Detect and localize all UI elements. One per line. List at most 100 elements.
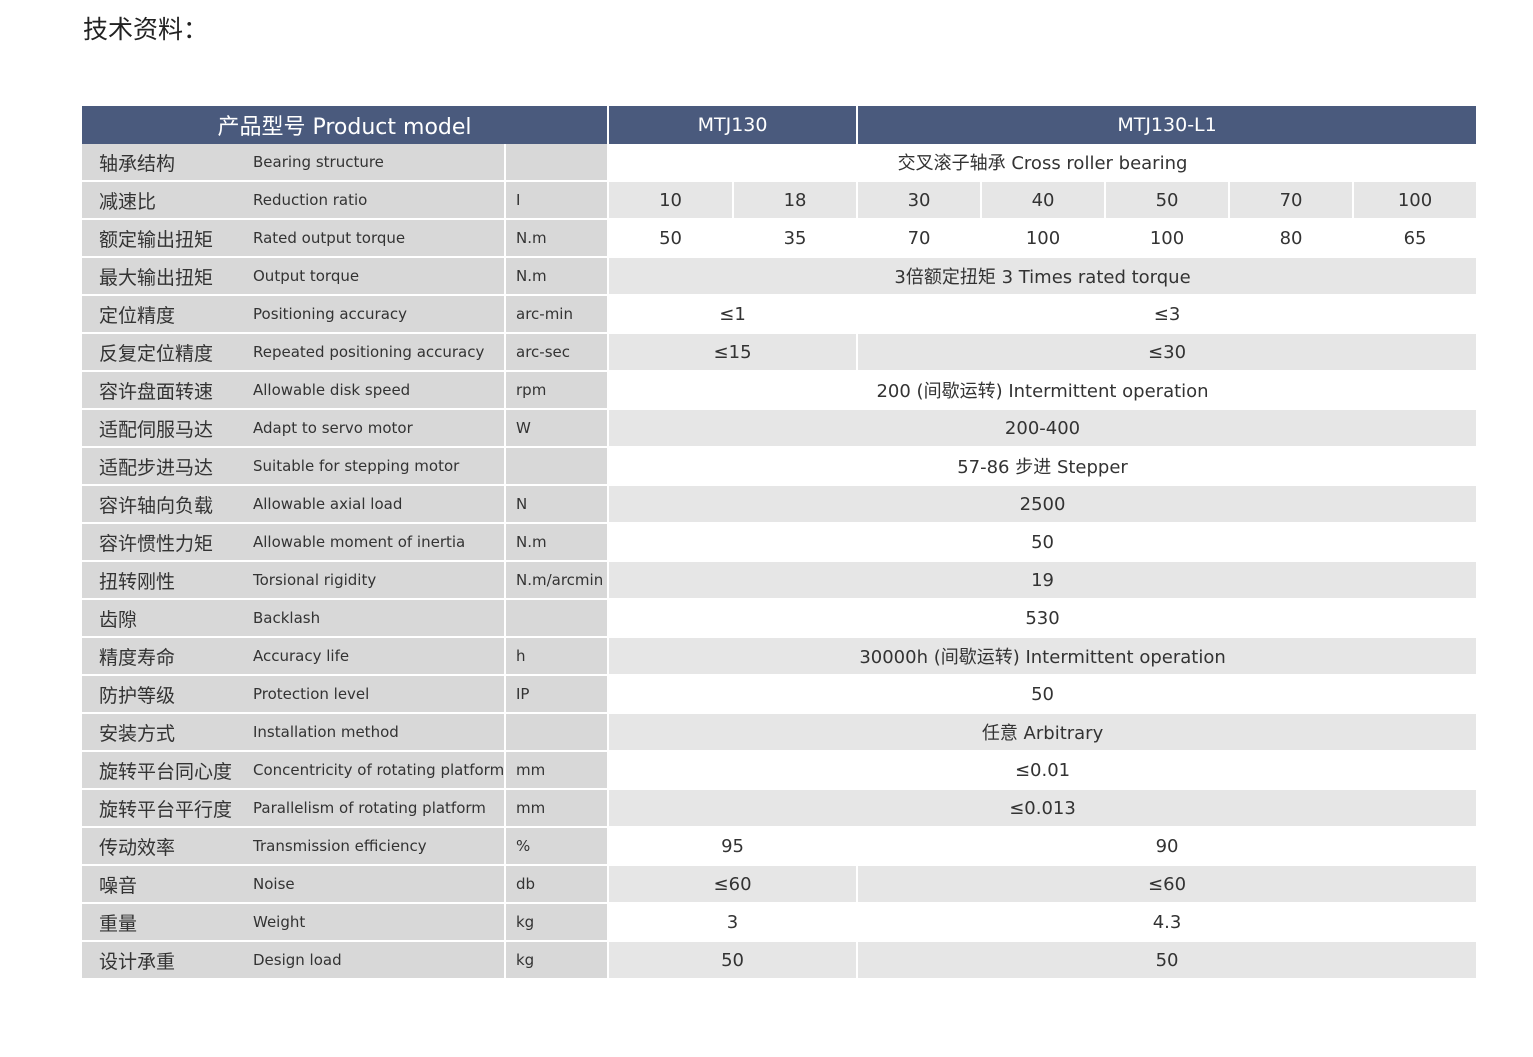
spec-value: 50 xyxy=(857,941,1479,980)
spec-label-en: Parallelism of rotating platform xyxy=(245,789,505,828)
spec-label-en: Bearing structure xyxy=(245,144,505,182)
table-row: 齿隙 Backlash 530 xyxy=(82,599,1479,638)
table-row: 噪音 Noise db ≤60 ≤60 xyxy=(82,865,1479,904)
spec-label-en: Repeated positioning accuracy xyxy=(245,333,505,372)
table-row: 精度寿命 Accuracy life h 30000h (间歇运转) Intermit… xyxy=(82,637,1479,676)
table-row: 防护等级 Protection level IP 50 xyxy=(82,675,1479,714)
spec-label-en: Noise xyxy=(245,865,505,904)
spec-label-en: Rated output torque xyxy=(245,219,505,258)
model-mtj130-l1-header: MTJ130-L1 xyxy=(857,106,1479,144)
spec-value: ≤0.01 xyxy=(608,751,1479,790)
spec-label-cn: 容许轴向负载 xyxy=(82,485,245,524)
spec-label-cn: 传动效率 xyxy=(82,827,245,866)
spec-label-cn: 安装方式 xyxy=(82,713,245,752)
spec-label-cn: 精度寿命 xyxy=(82,637,245,676)
spec-value: 50 xyxy=(608,523,1479,562)
table-row: 旋转平台同心度 Concentricity of rotating platfor… xyxy=(82,751,1479,790)
spec-label-cn: 扭转刚性 xyxy=(82,561,245,600)
table-row: 设计承重 Design load kg 50 50 xyxy=(82,941,1479,980)
section-title: 技术资料： xyxy=(83,15,209,44)
spec-label-en: Accuracy life xyxy=(245,637,505,676)
spec-label-en: Allowable axial load xyxy=(245,485,505,524)
spec-label-en: Torsional rigidity xyxy=(245,561,505,600)
spec-value: 35 xyxy=(733,219,859,258)
spec-label-en: Positioning accuracy xyxy=(245,295,505,334)
table-row: 安装方式 Installation method 任意 Arbitrary xyxy=(82,713,1479,752)
spec-label-cn: 额定输出扭矩 xyxy=(82,219,245,258)
spec-unit: N.m xyxy=(503,219,610,258)
spec-unit: N.m/arcmin xyxy=(503,561,610,600)
spec-rows: 轴承结构 Bearing structure 交叉滚子轴承 Cross roller… xyxy=(82,144,1479,980)
spec-label-en: Installation method xyxy=(245,713,505,752)
table-row: 旋转平台平行度 Parallelism of rotating platform m… xyxy=(82,789,1479,828)
spec-label-cn: 适配伺服马达 xyxy=(82,409,245,448)
spec-value: 70 xyxy=(857,219,983,258)
spec-label-cn: 重量 xyxy=(82,903,245,942)
spec-value: ≤15 xyxy=(608,333,859,372)
spec-label-en: Concentricity of rotating platform xyxy=(245,751,505,790)
spec-label-en: Suitable for stepping motor xyxy=(245,447,505,486)
header-row: 产品型号 Product model MTJ130 MTJ130-L1 xyxy=(82,106,1479,144)
spec-table: 产品型号 Product model MTJ130 MTJ130-L1 轴承结构… xyxy=(82,106,1479,980)
spec-label-cn: 减速比 xyxy=(82,181,245,220)
spec-value: 2500 xyxy=(608,485,1479,524)
spec-value: 50 xyxy=(1105,181,1231,220)
spec-label-cn: 最大输出扭矩 xyxy=(82,257,245,296)
spec-unit: W xyxy=(503,409,610,448)
table-row: 扭转刚性 Torsional rigidity N.m/arcmin 19 xyxy=(82,561,1479,600)
table-row: 减速比 Reduction ratio I 10 18 30 40 50 70 100 xyxy=(82,181,1479,220)
spec-label-cn: 防护等级 xyxy=(82,675,245,714)
spec-label-en: Adapt to servo motor xyxy=(245,409,505,448)
spec-label-cn: 旋转平台平行度 xyxy=(82,789,245,828)
spec-value: 50 xyxy=(608,941,859,980)
spec-label-cn: 旋转平台同心度 xyxy=(82,751,245,790)
spec-value: 3 xyxy=(608,903,859,942)
spec-value: 50 xyxy=(608,675,1479,714)
spec-unit xyxy=(503,144,610,182)
spec-unit: % xyxy=(503,827,610,866)
table-row: 容许轴向负载 Allowable axial load N 2500 xyxy=(82,485,1479,524)
spec-value: 65 xyxy=(1353,219,1479,258)
spec-unit: arc-sec xyxy=(503,333,610,372)
table-row: 容许惯性力矩 Allowable moment of inertia N.m 50 xyxy=(82,523,1479,562)
spec-unit: h xyxy=(503,637,610,676)
spec-unit: N.m xyxy=(503,257,610,296)
spec-label-en: Transmission efficiency xyxy=(245,827,505,866)
spec-label-en: Output torque xyxy=(245,257,505,296)
table-row: 轴承结构 Bearing structure 交叉滚子轴承 Cross roller… xyxy=(82,144,1479,182)
spec-label-en: Protection level xyxy=(245,675,505,714)
spec-value: 80 xyxy=(1229,219,1355,258)
spec-value: 200 (间歇运转) Intermittent operation xyxy=(608,371,1479,410)
spec-value: 200-400 xyxy=(608,409,1479,448)
spec-label-cn: 容许惯性力矩 xyxy=(82,523,245,562)
spec-value: ≤60 xyxy=(608,865,859,904)
spec-value: 交叉滚子轴承 Cross roller bearing xyxy=(608,144,1479,182)
spec-unit xyxy=(503,447,610,486)
spec-unit: arc-min xyxy=(503,295,610,334)
spec-label-en: Allowable moment of inertia xyxy=(245,523,505,562)
table-row: 传动效率 Transmission efficiency% 95 90 xyxy=(82,827,1479,866)
spec-value: ≤1 xyxy=(608,295,859,334)
spec-value: 100 xyxy=(1105,219,1231,258)
spec-value: 100 xyxy=(981,219,1107,258)
spec-value: 19 xyxy=(608,561,1479,600)
spec-value: 50 xyxy=(608,219,735,258)
spec-unit: kg xyxy=(503,941,610,980)
model-mtj130-header: MTJ130 xyxy=(608,106,859,144)
spec-unit: N.m xyxy=(503,523,610,562)
spec-value: 4.3 xyxy=(857,903,1479,942)
table-row: 适配步进马达 Suitable for stepping motor 57-86 步… xyxy=(82,447,1479,486)
spec-unit: I xyxy=(503,181,610,220)
spec-label-cn: 齿隙 xyxy=(82,599,245,638)
table-row: 适配伺服马达 Adapt to servo motor W 200-400 xyxy=(82,409,1479,448)
spec-label-en: Allowable disk speed xyxy=(245,371,505,410)
spec-label-en: Backlash xyxy=(245,599,505,638)
spec-value: 70 xyxy=(1229,181,1355,220)
spec-unit: N xyxy=(503,485,610,524)
spec-value: 30000h (间歇运转) Intermittent operation xyxy=(608,637,1479,676)
spec-unit: mm xyxy=(503,789,610,828)
spec-label-cn: 容许盘面转速 xyxy=(82,371,245,410)
spec-value: 100 xyxy=(1353,181,1479,220)
spec-value: 40 xyxy=(981,181,1107,220)
spec-label-en: Weight xyxy=(245,903,505,942)
